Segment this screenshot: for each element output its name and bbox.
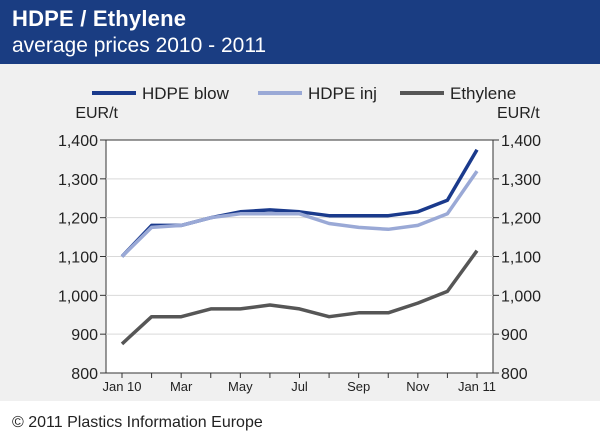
y-tick-label-right: 1,100 <box>501 250 541 267</box>
gridlines <box>106 178 493 335</box>
y-tick-label-left: 900 <box>71 327 98 344</box>
y-axis-label-right: EUR/t <box>497 105 540 122</box>
chart-panel: HDPE blow HDPE inj Ethylene EUR/t EUR/t 80… <box>0 64 600 401</box>
legend: HDPE blow HDPE inj Ethylene <box>92 84 516 103</box>
y-axis-right: 800 900 1,000 1,100 1,200 1,300 1,400 <box>493 133 541 383</box>
line-chart: HDPE blow HDPE inj Ethylene EUR/t EUR/t 80… <box>58 84 541 394</box>
y-tick-label-left: 800 <box>71 366 98 383</box>
legend-label-hdpe-inj: HDPE inj <box>308 84 377 103</box>
series-line-hdpe-inj <box>120 170 479 258</box>
copyright-footer: © 2011 Plastics Information Europe <box>12 414 263 431</box>
y-tick-label-left: 1,300 <box>58 172 98 189</box>
y-axis-label-left: EUR/t <box>75 105 118 122</box>
x-tick-label: Sep <box>347 379 370 394</box>
y-tick-label-left: 1,000 <box>58 288 98 305</box>
y-tick-label-left: 1,200 <box>58 211 98 228</box>
y-tick-label-right: 1,300 <box>501 172 541 189</box>
y-tick-label-left: 1,400 <box>58 133 98 150</box>
series-line-ethylene <box>120 249 479 346</box>
x-tick-label: Jul <box>291 379 308 394</box>
y-tick-label-left: 1,100 <box>58 250 98 267</box>
y-tick-label-right: 1,000 <box>501 288 541 305</box>
x-axis: Jan 10 Mar May Jul Sep Nov Jan 11 <box>102 373 496 394</box>
legend-label-ethylene: Ethylene <box>450 84 516 103</box>
x-tick-label: Jan 10 <box>102 379 141 394</box>
y-tick-label-right: 1,400 <box>501 133 541 150</box>
y-tick-label-right: 800 <box>501 366 528 383</box>
legend-label-hdpe-blow: HDPE blow <box>142 84 230 103</box>
x-tick-label: May <box>228 379 253 394</box>
chart-title: HDPE / Ethylene <box>12 6 187 31</box>
y-axis-left: 800 900 1,000 1,100 1,200 1,300 1,400 <box>58 133 106 383</box>
x-tick-label: Nov <box>406 379 430 394</box>
series-lines <box>120 148 479 346</box>
chart-header: HDPE / Ethylene average prices 2010 - 20… <box>0 0 600 64</box>
y-tick-label-right: 1,200 <box>501 211 541 228</box>
x-tick-label: Jan 11 <box>458 379 496 394</box>
x-tick-label: Mar <box>170 379 193 394</box>
y-tick-label-right: 900 <box>501 327 528 344</box>
chart-subtitle: average prices 2010 - 2011 <box>12 34 267 57</box>
